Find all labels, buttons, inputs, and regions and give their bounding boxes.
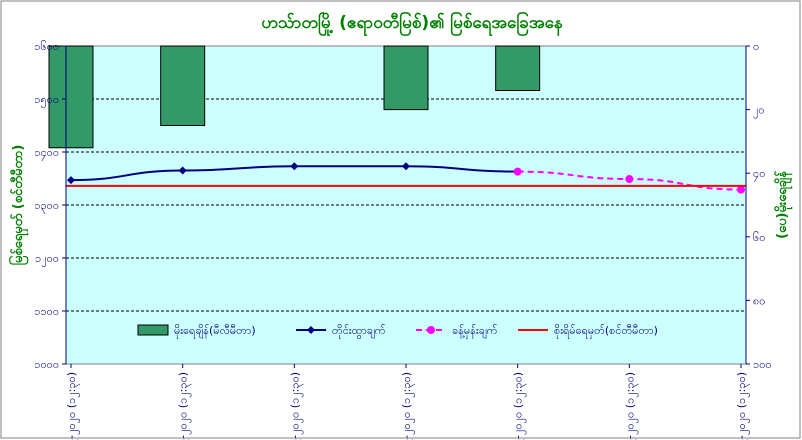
x-tick-label: ၁၂-၉-၂၀၂၀ (၁၂:၃၀) <box>512 372 527 440</box>
right-tick-label: ၈၀ <box>753 294 765 307</box>
legend-swatch-rainfall <box>137 324 169 336</box>
line-series <box>66 162 746 194</box>
x-tick-label: ၁၁-၉-၂၀၂၀ (၁၂:၃၀) <box>400 372 415 440</box>
rainfall-bar <box>495 45 541 92</box>
left-tick-label: ၁၅၀၀ <box>34 93 59 108</box>
right-tick-label: ၄၀ <box>753 167 765 182</box>
left-tick-label: ၁၆၀၀ <box>34 40 59 53</box>
rainfall-bar <box>383 45 429 111</box>
right-tick-label: ၂၀ <box>753 104 765 119</box>
legend-marker <box>307 326 315 334</box>
right-tick-label: ၀ <box>753 40 759 53</box>
observed-point <box>67 176 75 185</box>
right-tick-label: ၁၀၀ <box>753 358 772 371</box>
right-tick-label: ၆၀ <box>753 231 765 244</box>
legend-label: တိုင်းထွာချက် <box>332 324 386 339</box>
legend: မိုးရေချိန်(မီလီမီတာ) တိုင်းထွာချက် ခန့်မှ… <box>137 324 658 339</box>
left-tick-label: ၁၁၀၀ <box>34 305 59 318</box>
left-tick-label: ၁၄၀၀ <box>34 146 59 161</box>
rainfall-bar <box>48 45 94 149</box>
right-axis-label: (ပေ)မိုးရေချိန် <box>773 170 793 239</box>
legend-marker <box>427 326 435 334</box>
rainfall-bars <box>48 45 541 149</box>
observed-point <box>178 166 187 175</box>
left-axis-label: မြစ်ရေမှတ် (စင်တီမီတာ) <box>8 145 29 266</box>
x-tick-label: ၈-၉-၂၀၂၀ (၁၂:၃၀) <box>65 372 80 440</box>
observed-point <box>290 162 299 171</box>
legend-label: စိုးရိမ်ရေမှတ်(စင်တီမီတာ) <box>554 324 658 339</box>
rainfall-bar <box>160 45 206 126</box>
left-tick-label: ၁၂၀၀ <box>35 252 59 267</box>
forecast-point <box>737 185 745 194</box>
left-tick-label: ၁၃၀၀ <box>34 199 59 214</box>
x-tick-label: ၁၀-၉-၂၀၂၀ (၁၂:၃၀) <box>288 372 303 440</box>
legend-label: ခန့်မှန်းချက် <box>452 324 498 339</box>
forecast-point <box>513 167 522 176</box>
legend-label: မိုးရေချိန်(မီလီမီတာ) <box>174 324 256 339</box>
chart-title: ဟသ်ာတမြို့ (ဧရာဝတီမြစ်)၏ မြစ်ရေအခြေအနေ <box>261 10 562 37</box>
left-tick-label: ၁၀၀၀ <box>34 358 59 371</box>
x-tick-label: ၉-၉-၂၀၂၀ (၁၂:၃၀) <box>177 372 192 440</box>
observed-point <box>402 162 410 171</box>
x-tick-label: ၁၄-၉-၂၀၂၀ (၁၂:၃၀) <box>735 372 750 440</box>
forecast-point <box>625 175 634 184</box>
x-tick-label: ၁၃-၉-၂၀၂၀ (၁၂:၃၀) <box>623 372 638 440</box>
